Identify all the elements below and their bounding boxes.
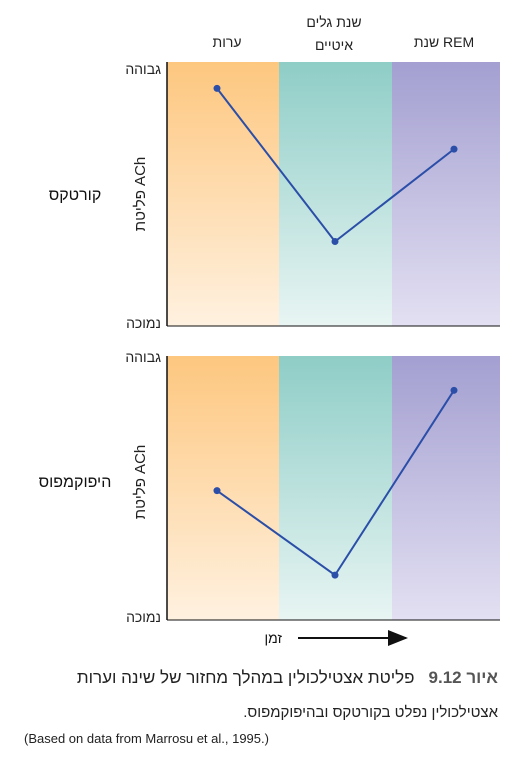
stage-header-sws-line2: איטיים [315,37,353,53]
panel-label-hippocampus: היפוקמפוס [39,474,112,491]
band-rem-sleep [392,62,500,326]
data-point-2 [450,145,458,153]
band-wake [167,356,279,620]
stage-header-wake: ערות [213,34,242,50]
figure-subtitle: אצטילכולין נפלט בקורטקס ובהיפוקמפוס. [243,704,498,721]
band-slow-wave-sleep [279,62,392,326]
data-point-1 [331,238,339,246]
y-axis-title: פליטת ACh [132,157,149,232]
acetylcholine-chart: ערות שנת גלים איטיים שנת REM גבוהה נמוכה… [39,14,500,646]
series-cortex [213,84,458,246]
y-axis-title: פליטת ACh [132,445,149,520]
series-hippocampus [213,386,458,579]
data-point-0 [213,84,221,92]
band-rem-sleep [392,356,500,620]
data-point-2 [450,386,458,394]
figure-number: איור 9.12 [428,668,498,687]
y-low-label: נמוכה [126,315,161,331]
data-point-1 [331,571,339,579]
figure-source: (Based on data from Marrosu et al., 1995… [24,731,269,746]
panel-hippocampus: גבוהה נמוכה פליטת ACh היפוקמפוס [39,349,500,625]
panel-cortex: גבוהה נמוכה פליטת ACh קורטקס [49,61,500,331]
data-point-0 [213,487,221,495]
y-high-label: גבוהה [125,61,161,77]
y-high-label: גבוהה [125,349,161,365]
x-axis-title: זמן [265,630,283,646]
y-low-label: נמוכה [126,609,161,625]
figure-title: פליטת אצטילכולין במהלך מחזור של שינה וער… [76,668,415,687]
panel-label-cortex: קורטקס [49,187,102,204]
band-wake [167,62,279,326]
figure-caption: איור 9.12 פליטת אצטילכולין במהלך מחזור של… [24,668,498,688]
stage-header-sws-line1: שנת גלים [306,14,361,30]
band-slow-wave-sleep [279,356,392,620]
stage-header-rem: שנת REM [414,34,474,50]
